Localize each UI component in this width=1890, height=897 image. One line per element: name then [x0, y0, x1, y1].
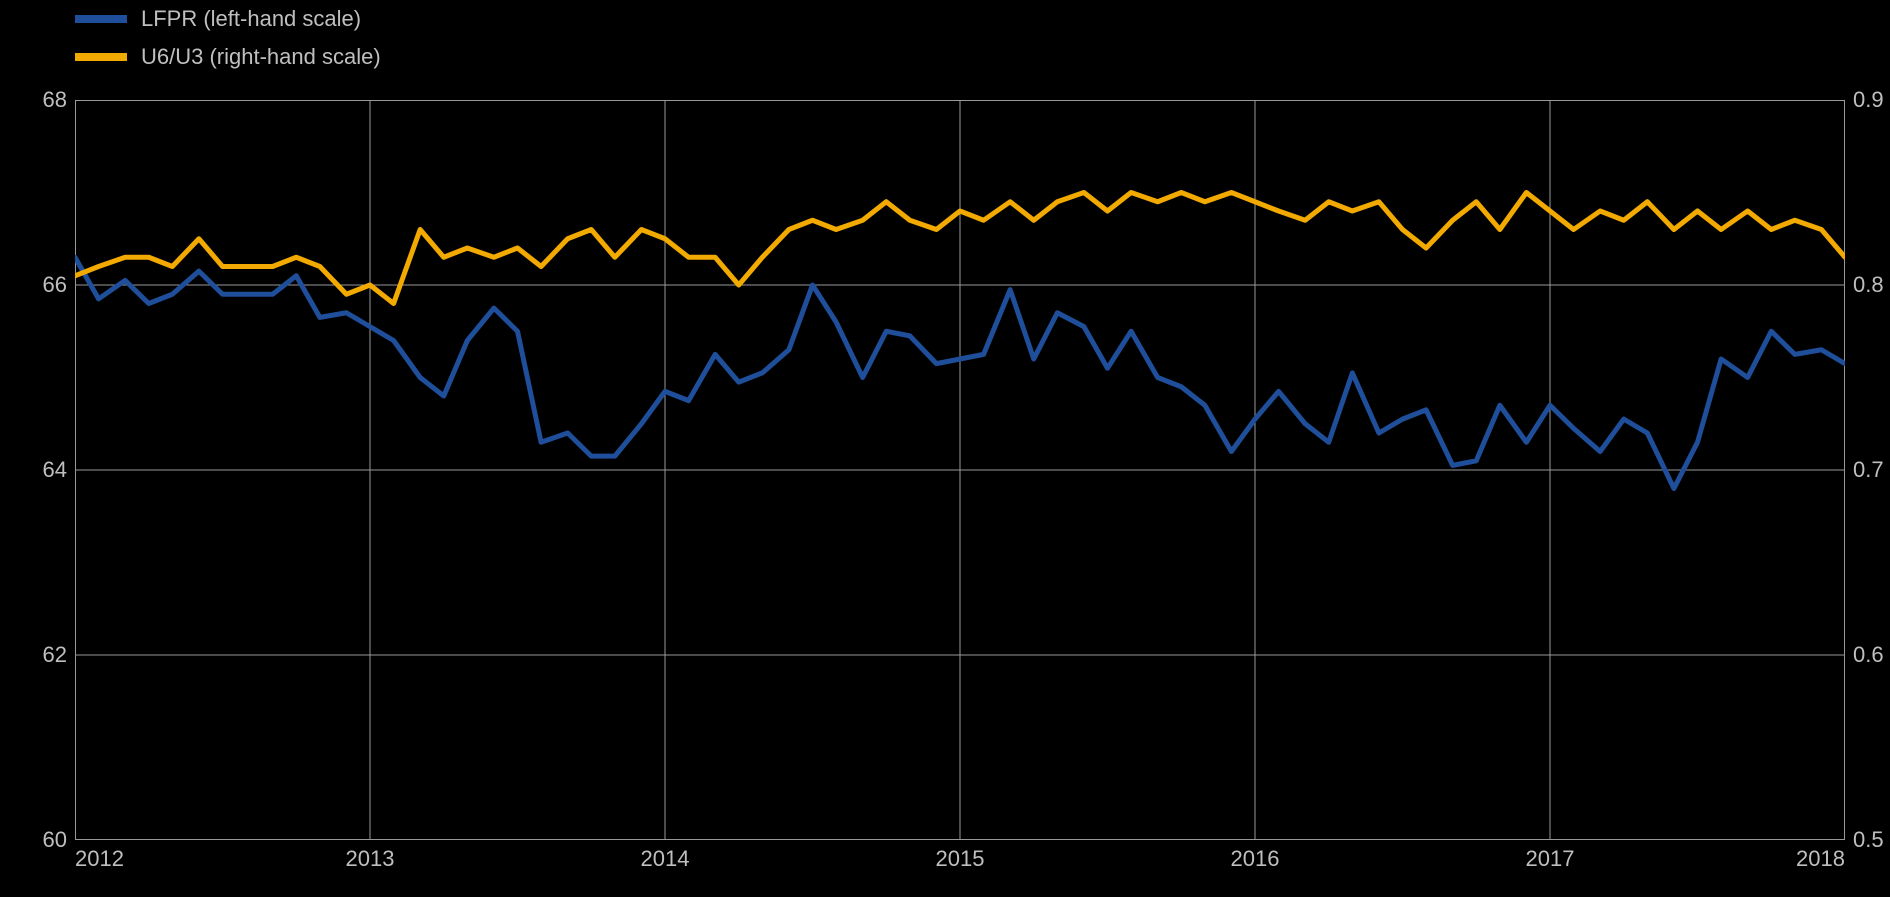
- y-right-tick-label: 0.9: [1853, 87, 1884, 113]
- x-tick-label: 2018: [1796, 846, 1845, 872]
- legend-item-lfpr: LFPR (left-hand scale): [75, 0, 381, 38]
- y-right-tick-label: 0.8: [1853, 272, 1884, 298]
- legend-label-u6u3: U6/U3 (right-hand scale): [141, 44, 381, 70]
- y-left-tick-label: 64: [43, 457, 67, 483]
- chart-root: LFPR (left-hand scale) U6/U3 (right-hand…: [0, 0, 1890, 897]
- plot-area: [75, 100, 1845, 840]
- y-right-tick-label: 0.5: [1853, 827, 1884, 853]
- legend: LFPR (left-hand scale) U6/U3 (right-hand…: [75, 0, 381, 76]
- x-tick-label: 2013: [346, 846, 395, 872]
- legend-swatch-lfpr: [75, 15, 127, 23]
- x-tick-label: 2012: [75, 846, 124, 872]
- y-left-tick-label: 62: [43, 642, 67, 668]
- legend-swatch-u6u3: [75, 53, 127, 61]
- y-right-tick-label: 0.6: [1853, 642, 1884, 668]
- legend-item-u6u3: U6/U3 (right-hand scale): [75, 38, 381, 76]
- legend-label-lfpr: LFPR (left-hand scale): [141, 6, 361, 32]
- y-right-tick-label: 0.7: [1853, 457, 1884, 483]
- y-left-tick-label: 66: [43, 272, 67, 298]
- y-left-tick-label: 60: [43, 827, 67, 853]
- y-left-tick-label: 68: [43, 87, 67, 113]
- x-tick-label: 2014: [641, 846, 690, 872]
- x-tick-label: 2016: [1231, 846, 1280, 872]
- x-tick-label: 2015: [936, 846, 985, 872]
- x-tick-label: 2017: [1526, 846, 1575, 872]
